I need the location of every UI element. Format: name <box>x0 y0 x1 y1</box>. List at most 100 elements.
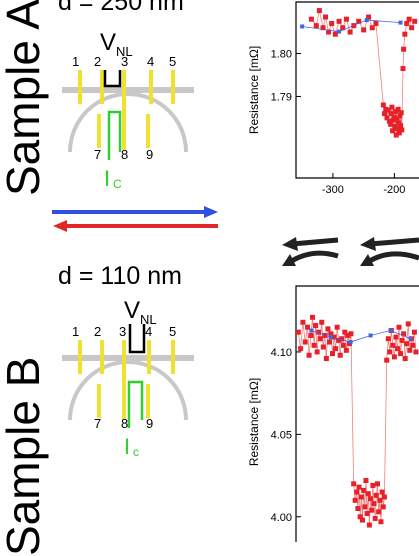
current-path <box>107 110 122 160</box>
moment-arrow-4 <box>360 251 419 266</box>
y-tick-label: 4.10 <box>271 347 292 359</box>
data-point <box>404 20 410 26</box>
data-point <box>395 106 401 112</box>
data-point <box>337 352 343 358</box>
data-point <box>354 489 360 495</box>
data-point <box>398 123 404 129</box>
magnetization-arrows <box>282 237 419 266</box>
data-point <box>313 23 319 29</box>
data-point <box>401 46 407 52</box>
plot-frame <box>295 1 419 179</box>
data-point <box>323 14 329 20</box>
data-point <box>356 18 362 24</box>
sample-a-thickness: d = 250 nm <box>58 0 184 16</box>
data-point <box>340 25 346 31</box>
data-point <box>372 515 378 521</box>
data-point <box>393 334 399 340</box>
contact-label-3: 3 <box>119 324 126 339</box>
data-point <box>300 319 306 325</box>
reference-point <box>398 20 403 25</box>
reference-point <box>337 29 342 34</box>
data-point <box>339 336 345 342</box>
data-point <box>376 509 382 515</box>
data-point <box>319 319 325 325</box>
data-point <box>325 326 331 332</box>
data-point <box>308 16 314 22</box>
sweep-down-arrowhead <box>53 220 67 232</box>
data-point <box>390 342 396 348</box>
film-arc <box>68 360 188 421</box>
current-subscript: c <box>133 445 139 459</box>
data-point <box>400 66 406 72</box>
contact-label-8: 8 <box>121 416 128 431</box>
current-subscript: C <box>113 177 122 191</box>
data-point <box>405 321 411 327</box>
data-point <box>357 514 363 520</box>
data-point <box>296 329 301 335</box>
data-point <box>361 487 367 493</box>
data-point <box>389 104 395 110</box>
reference-point <box>348 340 353 345</box>
y-tick-label: 1.80 <box>271 49 292 61</box>
data-point <box>326 339 332 345</box>
reference-point <box>300 24 305 29</box>
data-point <box>396 130 402 136</box>
reference-point <box>408 336 413 341</box>
data-point <box>305 324 311 330</box>
voltage-symbol: V <box>124 297 140 324</box>
x-tick-label: -300 <box>322 184 344 196</box>
data-point <box>298 346 304 352</box>
data-point <box>363 478 369 484</box>
data-point <box>308 332 314 338</box>
data-point <box>390 128 396 134</box>
data-point <box>394 346 400 352</box>
device-schematic-a: 1 2 3 4 5 7 8 9 V NL I C <box>62 29 194 191</box>
data-point <box>302 339 308 345</box>
reference-line <box>311 330 411 343</box>
data-point <box>384 115 390 121</box>
contact-label-2: 2 <box>94 54 101 69</box>
contact-label-3: 3 <box>121 54 128 69</box>
reference-point <box>364 18 369 23</box>
data-point <box>361 27 367 33</box>
voltage-probe <box>128 324 146 354</box>
bottom-contacts <box>97 114 150 148</box>
top-contacts <box>78 340 175 420</box>
data-point <box>323 356 329 362</box>
data-point <box>380 102 386 108</box>
contact-label-8: 8 <box>121 147 128 162</box>
data-point <box>386 118 392 124</box>
data-point <box>407 347 413 353</box>
reference-point <box>309 328 314 333</box>
data-point <box>373 492 379 498</box>
voltage-probe <box>103 70 122 88</box>
data-point <box>396 120 402 126</box>
data-point <box>402 356 408 362</box>
film-arc <box>68 92 188 153</box>
moment-arrow-1 <box>282 237 339 251</box>
data-point <box>333 346 339 352</box>
data-point <box>317 336 323 342</box>
data-point <box>320 344 326 350</box>
moment-arrow-3 <box>360 237 419 251</box>
data-point <box>371 501 377 507</box>
current-path <box>127 380 144 428</box>
data-point <box>378 519 384 525</box>
data-point <box>329 20 335 26</box>
contact-label-1: 1 <box>72 324 79 339</box>
data-point <box>326 29 332 35</box>
data-point <box>342 329 348 335</box>
chart-b: 4.104.054.00-450-300-15Resistance [mΩ] <box>247 285 419 542</box>
voltage-symbol: V <box>100 29 116 56</box>
data-point <box>394 116 400 122</box>
data-point <box>411 329 417 335</box>
current-symbol: I <box>104 166 110 191</box>
data-point <box>345 332 351 338</box>
data-point <box>358 494 364 500</box>
reference-point <box>388 328 393 333</box>
data-point <box>359 517 365 523</box>
contact-label-7: 7 <box>94 416 101 431</box>
reference-point <box>368 333 373 338</box>
reference-point <box>328 335 333 340</box>
contact-label-4: 4 <box>145 324 152 339</box>
